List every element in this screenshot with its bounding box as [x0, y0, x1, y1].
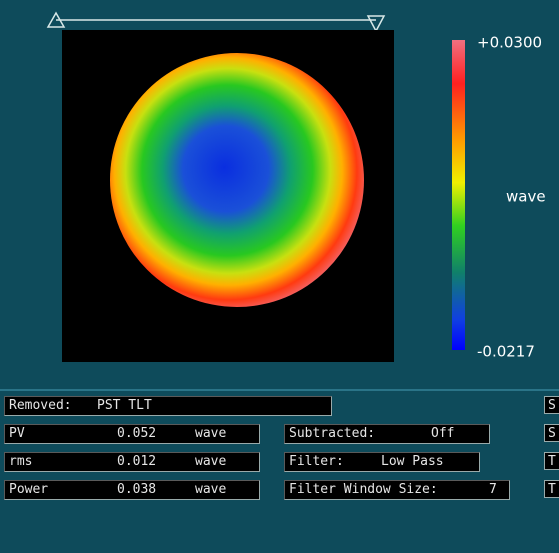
value: PST TLT [97, 398, 152, 413]
unit: wave [195, 426, 227, 441]
side-button[interactable]: T [544, 452, 559, 470]
slider-handle-right[interactable] [366, 15, 386, 33]
label: Subtracted: [289, 426, 376, 441]
colorbar-min: -0.0217 [477, 343, 535, 361]
setting-field: Filter Window Size: 7 [284, 480, 510, 500]
setting-field: Subtracted: Off [284, 424, 490, 444]
slider-handle-left[interactable] [46, 11, 66, 28]
setting-field: Filter: Low Pass [284, 452, 480, 472]
colorbar [452, 40, 465, 350]
label: Power [9, 482, 49, 497]
value: Off [431, 426, 455, 441]
label: Filter: [289, 454, 344, 469]
unit: wave [195, 454, 227, 469]
value: 0.012 [117, 454, 157, 469]
result-row: Power 0.038 wave [4, 480, 260, 500]
colorbar-unit: wave [506, 188, 546, 206]
result-row: rms 0.012 wave [4, 452, 260, 472]
label: Filter Window Size: [289, 482, 438, 497]
result-row: PV 0.052 wave [4, 424, 260, 444]
side-button[interactable]: S [544, 396, 559, 414]
image-panel: +0.0300 wave -0.0217 [46, 11, 546, 362]
value: 0.052 [117, 426, 157, 441]
value: 7 [489, 482, 497, 497]
label: Removed: [9, 398, 72, 413]
removed-field: Removed: PST TLT [4, 396, 332, 416]
label: rms [9, 454, 33, 469]
separator [0, 389, 559, 391]
value: Low Pass [381, 454, 444, 469]
surface-map [110, 53, 364, 307]
label: PV [9, 426, 25, 441]
unit: wave [195, 482, 227, 497]
side-button[interactable]: S [544, 424, 559, 442]
value: 0.038 [117, 482, 157, 497]
app-window: {"image_panel": {"colorbar": {"max_label… [0, 11, 559, 500]
colorbar-max: +0.0300 [477, 34, 542, 52]
side-button[interactable]: T [544, 480, 559, 498]
